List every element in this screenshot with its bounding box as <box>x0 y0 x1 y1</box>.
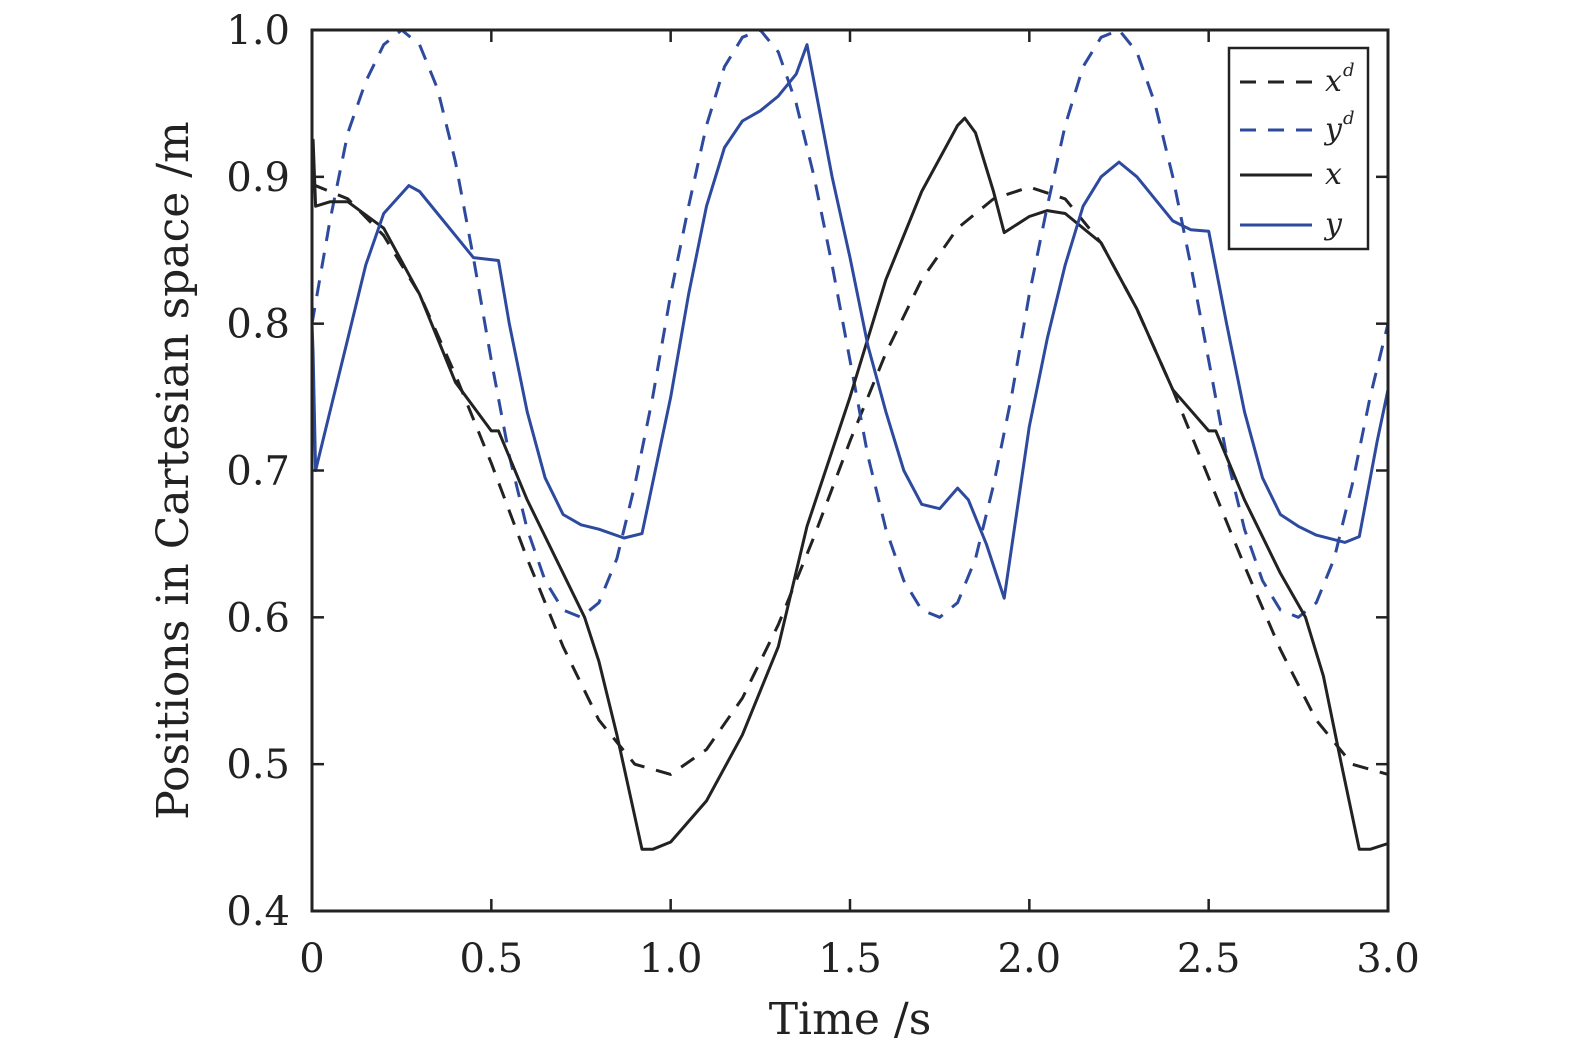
y-tick-label: 0.9 <box>226 155 290 201</box>
y-tick-label: 0.5 <box>226 742 290 788</box>
series-layer <box>310 28 1390 851</box>
y-tick-label: 0.4 <box>226 889 290 935</box>
series-line-y-d-dashed <box>310 28 1390 619</box>
legend-label: y <box>1323 207 1343 242</box>
x-tick-label: 0.5 <box>460 936 524 982</box>
y-tick-label: 0.7 <box>226 449 290 495</box>
tick-layer: 0 0.5 1.0 1.5 2.0 2.5 3.0 0.4 0.5 0.6 0.7 0.8 0.9 1.0 <box>226 8 1419 982</box>
legend-label-superscript: d <box>1343 108 1355 129</box>
legend-label: x <box>1325 157 1342 192</box>
y-axis-title: Positions in Cartesian space /m <box>148 121 199 820</box>
legend-label: y <box>1323 112 1343 147</box>
x-tick-label: 1.0 <box>639 936 703 982</box>
legend-label-superscript: d <box>1343 60 1355 81</box>
x-axis-title: Time /s <box>769 994 932 1045</box>
x-tick-label: 3.0 <box>1356 936 1420 982</box>
series-line-x-d-dashed <box>311 182 1389 776</box>
series-line-x-solid <box>310 116 1389 851</box>
x-tick-label: 2.5 <box>1177 936 1241 982</box>
x-tick-label: 0 <box>299 936 324 982</box>
y-tick-label: 0.6 <box>226 595 290 641</box>
y-tick-label: 0.8 <box>226 302 290 348</box>
x-tick-label: 2.0 <box>998 936 1062 982</box>
series-line-y-solid <box>310 43 1390 600</box>
x-tick-label: 1.5 <box>818 936 882 982</box>
y-tick-label: 1.0 <box>226 8 290 54</box>
legend: x dy dxy <box>1227 46 1370 251</box>
legend-label: x <box>1325 64 1342 99</box>
plot-frame <box>310 28 1390 913</box>
